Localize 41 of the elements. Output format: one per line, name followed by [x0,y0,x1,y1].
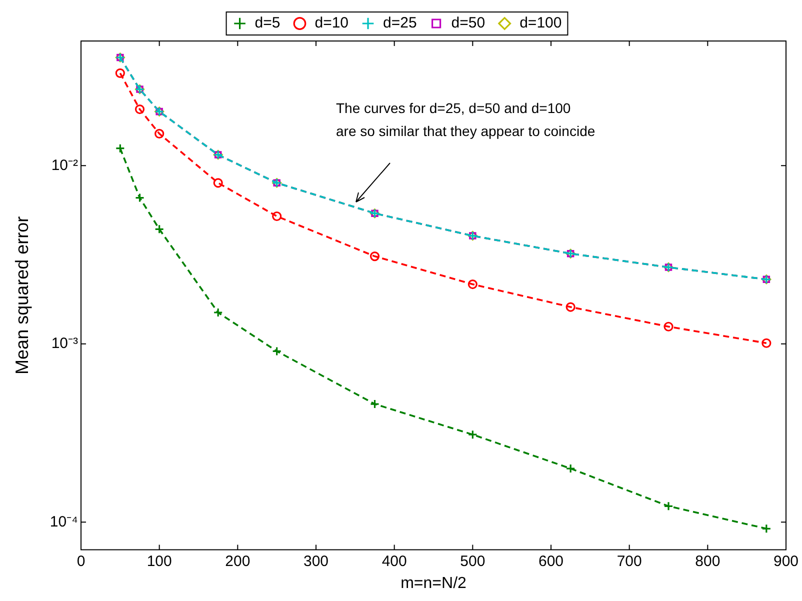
y-tick-label: 10⁻³ [51,335,78,352]
y-tick-label: 10⁻⁴ [50,513,78,530]
x-axis-title: m=n=N/2 [400,574,467,592]
x-tick-label: 900 [773,552,799,570]
x-tick-label: 800 [695,552,720,570]
point [272,211,282,222]
point [664,501,674,511]
point [566,302,576,312]
x-tick-label: 300 [303,552,329,570]
x-tick-label: 400 [382,552,407,570]
y-tick-label: 10⁻² [51,156,78,174]
x-tick-label: 600 [538,552,564,570]
annotation: The curves for d=25, d=50 and d=100 are so similar that they appear to coincide [336,100,596,139]
point [468,430,478,440]
x-tick-label: 500 [460,552,486,570]
point [370,399,380,409]
point [134,104,145,114]
point [115,144,125,154]
legend-label: d=5 [254,14,280,32]
point [762,338,772,348]
point [664,322,674,332]
x-tick-label: 700 [616,552,642,570]
legend-label: d=25 [383,14,417,32]
y-axis-title: Mean squared error [12,216,32,374]
legend-label: d=10 [314,14,349,32]
legend-label: d=50 [451,14,486,32]
point [154,128,164,139]
point [762,524,772,534]
point [115,68,125,78]
point [134,192,145,203]
point [272,346,282,356]
legend-label: d=100 [520,14,562,32]
x-tick-label: 200 [225,552,250,570]
x-tick-label: 0 [76,552,86,570]
point [213,308,223,318]
point [154,224,164,234]
point [370,252,380,262]
x-tick-label: 100 [146,552,172,570]
point [213,178,223,188]
point [468,279,478,290]
point [566,464,576,474]
